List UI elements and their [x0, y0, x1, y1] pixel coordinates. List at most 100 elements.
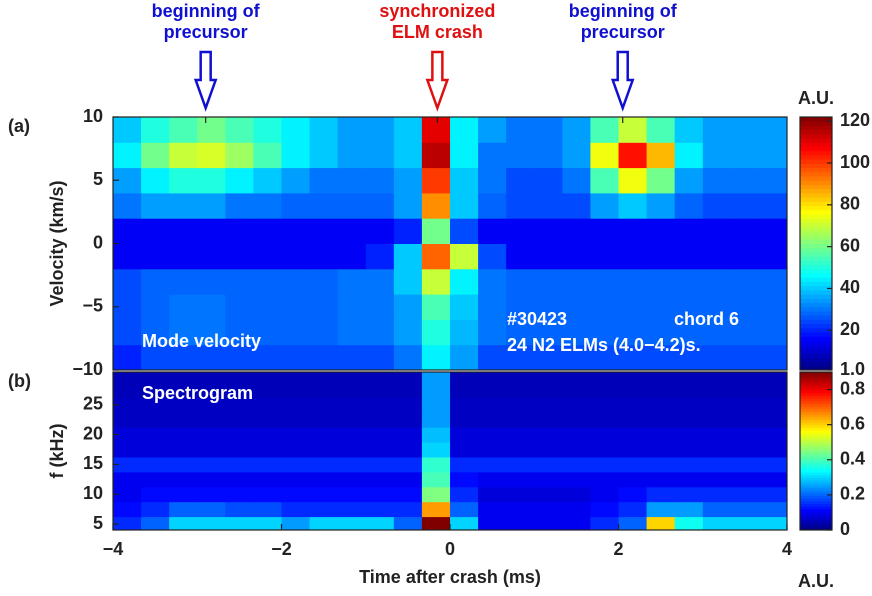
heatmap-cell — [730, 382, 760, 398]
colorbar-segment — [800, 289, 832, 295]
heatmap-cell — [674, 471, 704, 488]
heatmap-cell — [506, 372, 535, 383]
heatmap-cell — [225, 501, 254, 518]
heatmap-cell — [393, 344, 423, 370]
colorbar-segment — [800, 377, 832, 381]
heatmap-cell — [534, 117, 563, 143]
heatmap-cell — [309, 192, 339, 219]
heatmap-cell — [169, 167, 198, 194]
heatmap-cell — [478, 142, 507, 169]
colorbar-segment — [800, 508, 832, 513]
heatmap-cell — [758, 243, 787, 270]
heatmap-cell — [534, 344, 563, 370]
heatmap-cell — [730, 501, 760, 518]
heatmap-cell — [534, 142, 563, 169]
heatmap-cell — [309, 516, 339, 530]
heatmap-cell — [309, 218, 339, 244]
panel-label: (a) — [8, 116, 30, 136]
heatmap-cell — [169, 486, 198, 503]
heatmap-cell — [618, 218, 648, 244]
colorbar-segment — [800, 277, 832, 282]
heatmap-cell — [337, 218, 367, 244]
heatmap-cell — [393, 142, 423, 169]
heatmap-cell — [169, 372, 198, 383]
heatmap-cell — [506, 117, 535, 143]
colorbar-segment — [800, 222, 832, 228]
heatmap-cell — [506, 243, 535, 270]
heatmap-cell — [534, 167, 563, 194]
heatmap-cell — [421, 372, 451, 383]
heatmap-cell — [562, 501, 591, 518]
colorbar-segment — [800, 466, 832, 470]
heatmap-cell — [281, 319, 311, 346]
heatmap-cell — [393, 412, 423, 428]
colorbar-segment — [800, 414, 832, 418]
heatmap-cell — [478, 294, 507, 320]
heatmap-cell — [702, 142, 732, 169]
heatmap-cell — [730, 268, 760, 295]
heatmap-cell — [590, 442, 619, 458]
colorbar-segment — [800, 310, 832, 316]
colorbar-segment — [800, 506, 832, 510]
colorbar-segment — [800, 519, 832, 523]
heatmap-cell — [702, 397, 732, 413]
heatmap-cell — [141, 412, 170, 428]
heatmap-cell — [421, 319, 451, 346]
colorbar-segment — [800, 514, 832, 518]
heatmap-cell — [365, 397, 395, 413]
heatmap-cell — [281, 142, 311, 169]
heatmap-cell — [309, 243, 339, 270]
heatmap-cell — [534, 382, 563, 398]
heatmap-cell — [646, 486, 676, 503]
heatmap-cell — [590, 471, 619, 488]
heatmap-cell — [421, 294, 451, 320]
heatmap-cell — [646, 192, 676, 219]
colorbar-segment — [800, 448, 832, 452]
heatmap-cell — [590, 294, 619, 320]
heatmap-cell — [758, 486, 787, 503]
colorbar-segment — [800, 256, 832, 261]
y-tick-label: 0 — [93, 232, 103, 252]
annotation-text: ELM crash — [392, 22, 483, 42]
heatmap-cell — [590, 117, 619, 143]
heatmap-cell — [730, 142, 760, 169]
heatmap-cell — [253, 344, 282, 370]
heatmap-cell — [618, 442, 648, 458]
heatmap-cell — [730, 344, 760, 370]
heatmap-cell — [309, 117, 339, 143]
heatmap-cell — [197, 397, 226, 413]
heatmap-cell — [141, 167, 170, 194]
heatmap-cell — [337, 192, 367, 219]
heatmap-cell — [646, 117, 676, 143]
colorbar-segment — [800, 379, 832, 384]
heatmap-cell — [141, 319, 170, 346]
heatmap-cell — [281, 501, 311, 518]
colorbar-segment — [800, 348, 832, 354]
panel-name: Spectrogram — [142, 383, 253, 403]
heatmap-cell — [478, 382, 507, 398]
heatmap-cell — [393, 167, 423, 194]
heatmap-cell — [197, 218, 226, 244]
heatmap-cell — [141, 427, 170, 443]
heatmap-cell — [562, 268, 591, 295]
heatmap-cell — [646, 427, 676, 443]
heatmap-cell — [421, 382, 451, 398]
heatmap-cell — [169, 456, 198, 473]
heatmap-cell — [253, 471, 282, 488]
colorbar-segment — [800, 357, 832, 363]
heatmap-cell — [758, 117, 787, 143]
colorbar-segment — [800, 477, 832, 481]
heatmap-cell — [421, 486, 451, 503]
heatmap-cell — [534, 192, 563, 219]
heatmap-cell — [758, 442, 787, 458]
heatmap-cell — [478, 486, 507, 503]
heatmap-cell — [702, 382, 732, 398]
heatmap-cell — [253, 192, 282, 219]
heatmap-cell — [253, 117, 282, 143]
heatmap-cell — [113, 501, 142, 518]
colorbar-tick-label: 1.0 — [840, 359, 865, 379]
heatmap-cell — [253, 243, 282, 270]
colorbar-tick-label: 0.6 — [840, 413, 865, 433]
heatmap-cell — [113, 516, 142, 530]
colorbar-segment — [800, 374, 832, 378]
